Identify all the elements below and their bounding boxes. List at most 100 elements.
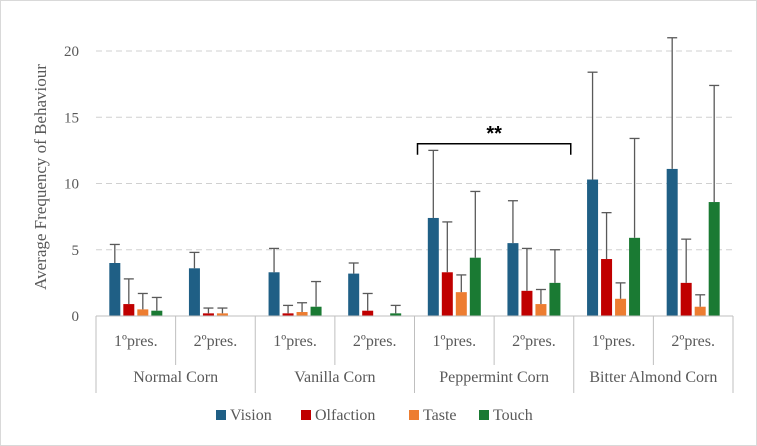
legend-label: Taste [423,407,457,424]
error-bars [109,37,720,314]
bar-taste [535,304,547,316]
x-subcategory-label: 1ºpres. [433,333,477,350]
x-subcategory-label: 1ºpres. [273,333,317,350]
bar-olfaction [441,272,453,316]
bar-olfaction [362,310,374,316]
x-group-label: Normal Corn [133,369,218,386]
significance-bracket [416,143,572,155]
bar-taste [694,306,706,316]
bar-vision [268,272,280,316]
bar-touch [469,257,481,316]
legend-swatch [409,410,419,420]
error-bar [217,307,228,314]
error-bar [709,84,720,203]
bar-touch [629,237,641,316]
error-bar [390,304,401,314]
bar-olfaction [680,282,692,316]
x-group-label: Peppermint Corn [439,369,549,386]
legend: Vision Olfaction Taste Touch [216,407,533,424]
x-group-label: Vanilla Corn [294,369,375,386]
legend-item: Touch [479,407,533,424]
error-bar [681,238,692,283]
error-bar [189,251,200,269]
legend-label: Touch [493,407,533,424]
error-bar [297,302,308,313]
y-tick-label: 10 [64,177,79,193]
bar-touch [310,306,322,316]
error-bar [269,247,280,273]
bar-taste [137,309,149,316]
legend-item: Vision [216,407,272,424]
bar-touch [549,282,561,316]
legend-label: Olfaction [315,407,375,424]
bar-olfaction [282,313,294,316]
bar-taste [615,298,627,316]
error-bar [456,274,467,293]
legend-swatch [301,410,311,420]
bar-vision [507,243,519,316]
x-subcategory-label: 1ºpres. [114,333,158,350]
legend-item: Olfaction [301,407,375,424]
bar-vision [109,263,121,316]
error-bar [629,137,640,238]
y-tick-label: 20 [64,44,79,60]
x-subcategory-label: 2ºpres. [671,333,715,350]
bar-taste [216,313,228,316]
bar-olfaction [202,313,214,316]
error-bar [549,249,560,283]
error-bar [587,71,598,180]
x-subcategory-label: 1ºpres. [592,333,636,350]
significance-annotation: ** [416,123,572,155]
legend-label: Vision [230,407,272,424]
legend-item: Taste [409,407,457,424]
error-bar [535,288,546,305]
bar-olfaction [601,259,613,316]
bar-vision [188,268,200,316]
bar-vision [348,273,360,316]
bar-vision [587,179,599,316]
bar-olfaction [521,290,533,316]
x-subcategory-label: 2ºpres. [512,333,556,350]
x-subcategory-label: 2ºpres. [194,333,238,350]
bar-touch [708,202,720,316]
error-bar [348,262,359,274]
error-bar [362,292,373,311]
error-bar [442,221,453,273]
error-bar [601,211,612,260]
y-tick-label: 15 [64,110,79,126]
y-tick-label: 0 [72,309,80,325]
y-axis-label: Average Frequency of Behaviour [31,64,50,290]
y-axis-ticks: 0 5 10 15 20 [64,44,79,325]
error-bar [151,296,162,311]
gridlines [96,50,733,251]
legend-swatch [216,410,226,420]
x-axis: 1ºpres. 2ºpres. 1ºpres. 2ºpres. 1ºpres. 2ºpre… [95,315,734,393]
error-bar [470,190,481,258]
error-bar [123,278,134,305]
bar-taste [296,312,308,316]
bars [109,168,720,316]
error-bar [507,200,518,244]
error-bar [667,37,678,169]
bar-touch [390,313,402,316]
error-bar [283,304,294,314]
significance-label: ** [486,123,502,145]
error-bar [109,243,120,263]
error-bar [137,292,148,310]
legend-swatch [479,410,489,420]
error-bar [695,294,706,307]
bar-olfaction [123,304,135,316]
bar-taste [455,292,467,316]
y-tick-label: 5 [72,243,80,259]
bar-vision [427,217,439,316]
x-subcategory-label: 2ºpres. [353,333,397,350]
error-bar [615,282,626,299]
bar-vision [666,168,678,316]
error-bar [203,307,214,314]
error-bar [311,280,322,307]
bar-touch [151,310,163,316]
error-bar [521,247,532,291]
error-bar [428,149,439,218]
